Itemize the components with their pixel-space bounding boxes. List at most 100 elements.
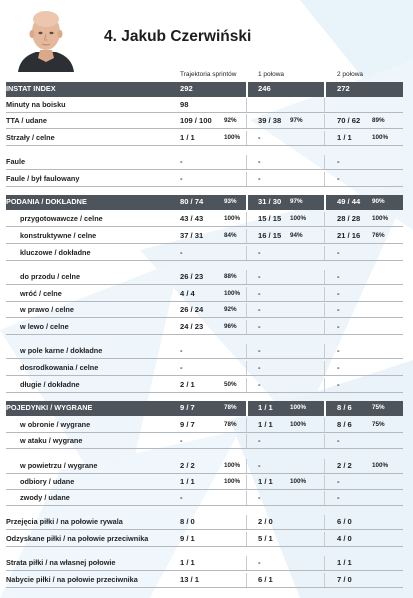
row-rule [6,570,403,571]
value-sprints: 26 / 24 [180,305,204,314]
value-second-half: 8 / 6 [337,403,352,412]
stats-row-doprzodu: do przodu / celne 26 / 23 88% - - [0,270,413,285]
value-second-half: 4 / 0 [337,534,352,543]
stats-row-konstr: konstruktywne / celne 37 / 31 84% 16 / 15 94… [0,229,413,244]
row-rule [6,489,403,490]
value-first-half: - [258,133,261,142]
column-divider [246,98,247,113]
row-rule [6,112,403,113]
value-sprints: 80 / 74 [180,197,204,206]
column-divider [246,491,247,506]
row-label: INSTAT INDEX [6,84,56,93]
value-sprints: 43 / 43 [180,214,204,223]
band-divider [246,195,248,210]
percent-first-half: 100% [290,478,307,485]
percent-sprints: 50% [224,381,237,388]
column-divider [324,246,325,261]
row-rule [6,505,403,506]
column-divider [246,532,247,547]
value-sprints: - [180,493,183,502]
stats-row-wlewo: w lewo / celne 24 / 23 96% - - [0,320,413,335]
row-label: POJEDYNKI / WYGRANE [6,403,93,412]
row-label: Strzały / celne [6,133,55,142]
column-divider [324,270,325,285]
value-first-half: 6 / 1 [258,575,273,584]
band-divider [246,82,248,97]
row-label: konstruktywne / celne [20,231,97,240]
column-divider [246,114,247,129]
value-second-half: - [337,289,340,298]
band-divider [324,195,326,210]
stats-row-dosrod: dosrodkowania / celne - - - [0,361,413,376]
row-label: w pole karne / dokładne [20,346,103,355]
value-second-half: 70 / 62 [337,116,361,125]
row-rule [6,301,403,302]
column-divider [246,229,247,244]
stats-row-strzaly: Strzały / celne 1 / 1 100% - 1 / 1 100% [0,131,413,146]
row-label: Odzyskane piłki / na połowie przeciwnika [6,534,149,543]
value-second-half: 7 / 0 [337,575,352,584]
percent-sprints: 92% [224,117,237,124]
section-header-band [6,195,403,210]
value-second-half: 272 [337,84,350,93]
stats-row-dlugie: długie / dokładne 2 / 1 50% - - [0,378,413,393]
row-rule [6,375,403,376]
row-label: długie / dokładne [20,380,80,389]
percent-second-half: 90% [372,198,385,205]
stats-row-zwody: zwody / udane - - - [0,491,413,506]
stats-row-tta: TTA / udane 109 / 100 92% 39 / 38 97% 70 / 62… [0,114,413,129]
column-divider [246,344,247,359]
row-rule [6,128,403,129]
row-rule [6,473,403,474]
value-sprints: - [180,248,183,257]
column-divider [246,246,247,261]
percent-sprints: 78% [224,421,237,428]
stats-row-wpole: w pole karne / dokładne - - - [0,344,413,359]
percent-sprints: 100% [224,134,241,141]
value-second-half: 6 / 0 [337,517,352,526]
value-sprints: 292 [180,84,193,93]
value-sprints: 1 / 1 [180,558,195,567]
percent-first-half: 100% [290,215,307,222]
percent-second-half: 100% [372,134,389,141]
row-label: w prawo / celne [20,305,74,314]
value-sprints: 1 / 1 [180,477,195,486]
row-label: w ataku / wygrane [20,436,83,445]
row-rule [6,448,403,449]
row-label: w obronie / wygrane [20,420,91,429]
value-sprints: - [180,157,183,166]
value-sprints: 1 / 1 [180,133,195,142]
percent-sprints: 88% [224,273,237,280]
row-rule [6,546,403,547]
column-divider [246,155,247,170]
value-second-half: 28 / 28 [337,214,361,223]
value-sprints: 109 / 100 [180,116,212,125]
column-divider [246,378,247,393]
value-sprints: 26 / 23 [180,272,204,281]
column-divider [324,556,325,571]
row-rule [6,317,403,318]
value-first-half: 1 / 1 [258,403,273,412]
column-divider [324,491,325,506]
value-first-half: - [258,380,261,389]
row-label: wróć / celne [20,289,62,298]
column-divider [246,131,247,146]
band-divider [324,82,326,97]
column-divider [246,573,247,588]
value-sprints: 2 / 1 [180,380,195,389]
value-sprints: - [180,363,183,372]
column-divider [246,303,247,318]
value-second-half: - [337,305,340,314]
stats-row-faule: Faule - - - [0,155,413,170]
row-label: kluczowe / dokładne [20,248,91,257]
value-second-half: - [337,477,340,486]
value-first-half: 5 / 1 [258,534,273,543]
column-divider [246,434,247,449]
percent-sprints: 84% [224,232,237,239]
row-label: Przejęcia piłki / na połowie rywala [6,517,123,526]
column-divider [324,515,325,530]
row-label: TTA / udane [6,116,47,125]
value-second-half: - [337,436,340,445]
stats-row-pojedynki: POJEDYNKI / WYGRANE 9 / 7 78% 1 / 1 100% 8 / … [0,401,413,416]
row-label: PODANIA / DOKŁADNE [6,197,87,206]
